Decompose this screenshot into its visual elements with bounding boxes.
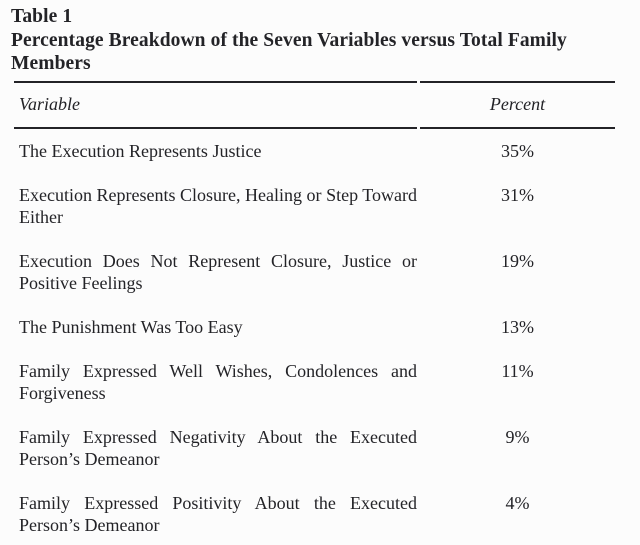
table-row: Execution Represents Closure, Healing or… [14,173,615,239]
percent-cell: 9% [505,427,530,447]
variable-cell: Execution Represents Closure, Healing or… [19,185,418,227]
header-row: Variable Percent [14,81,615,129]
table-row: The Punishment Was Too Easy 13% [14,305,615,349]
percent-cell: 35% [501,141,534,161]
percent-cell: 11% [501,361,534,381]
table-caption: Table 1 Percentage Breakdown of the Seve… [11,5,617,75]
data-table: Variable Percent The Execution Represent… [11,81,618,545]
column-header-variable: Variable [14,81,418,129]
column-header-percent: Percent [420,81,615,129]
variable-cell: The Execution Represents Justice [19,141,262,161]
table-row: The Execution Represents Justice 35% [14,129,615,173]
variable-cell: Execution Does Not Represent Closure, Ju… [19,251,418,293]
variable-cell: The Punishment Was Too Easy [19,317,243,337]
variable-cell: Family Expressed Well Wishes, Condolence… [19,361,418,403]
percent-cell: 13% [501,317,534,337]
table-row: Family Expressed Negativity About the Ex… [14,415,615,481]
table-label: Table 1 [11,6,73,27]
table-row: Execution Does Not Represent Closure, Ju… [14,239,615,305]
percent-cell: 31% [501,185,534,205]
variable-cell: Family Expressed Positivity About the Ex… [19,493,418,535]
percent-cell: 19% [501,251,534,271]
table-row: Family Expressed Positivity About the Ex… [14,481,615,545]
table-row: Family Expressed Well Wishes, Condolence… [14,349,615,415]
percent-cell: 4% [505,493,530,513]
table-title: Percentage Breakdown of the Seven Variab… [11,30,567,74]
variable-cell: Family Expressed Negativity About the Ex… [19,427,418,469]
